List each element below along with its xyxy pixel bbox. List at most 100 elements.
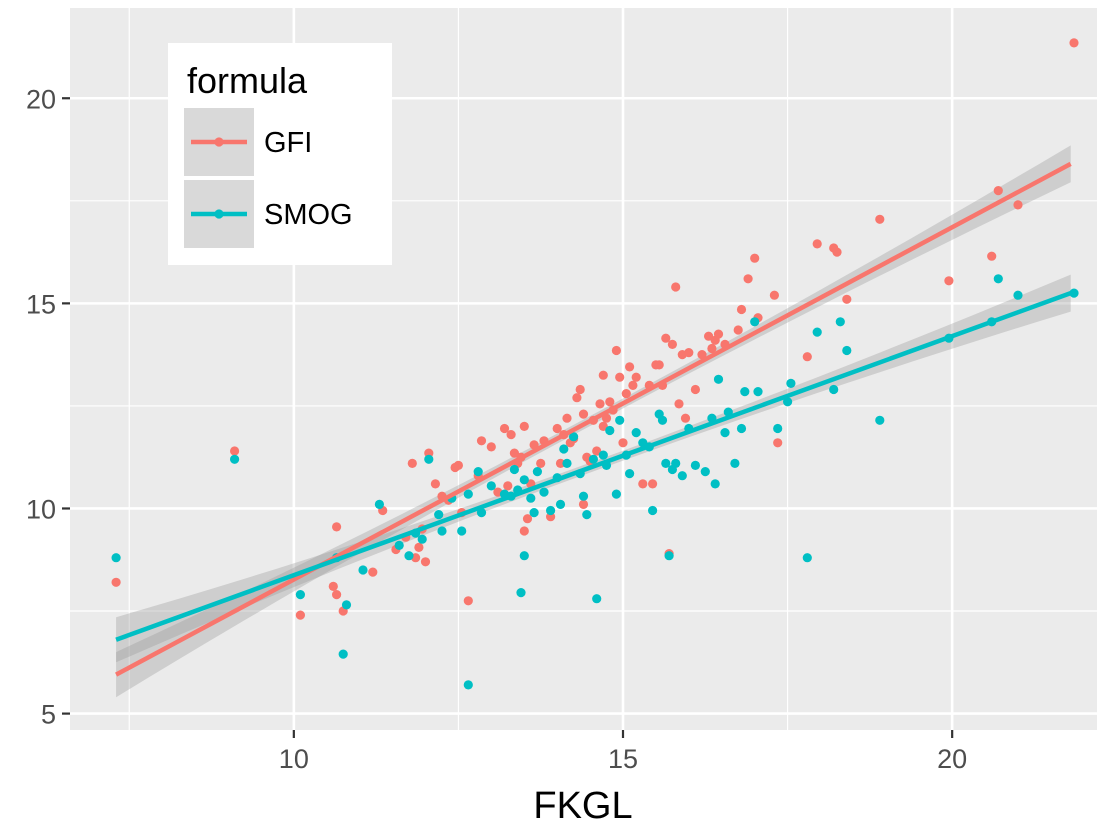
data-point-smog: [519, 551, 529, 561]
data-point-gfi: [332, 522, 342, 532]
data-point-gfi: [598, 370, 608, 380]
data-point-gfi: [743, 274, 753, 284]
data-point-gfi: [509, 448, 519, 458]
data-point-gfi: [680, 413, 691, 423]
data-point-smog: [463, 680, 473, 690]
data-point-smog: [783, 397, 793, 407]
data-point-gfi: [621, 389, 631, 399]
data-point-gfi: [631, 372, 641, 382]
data-point-gfi: [595, 399, 605, 409]
data-point-smog: [569, 432, 579, 442]
y-tick-label: 15: [26, 289, 56, 319]
data-point-smog: [341, 600, 352, 610]
data-point-gfi: [1069, 38, 1079, 48]
x-tick-label: 20: [937, 744, 967, 774]
data-point-gfi: [832, 247, 842, 257]
data-point-gfi: [769, 290, 780, 300]
data-point-smog: [773, 423, 783, 434]
data-point-gfi: [697, 350, 707, 360]
x-tick-label: 15: [608, 744, 638, 774]
data-point-smog: [526, 493, 536, 503]
data-point-gfi: [555, 458, 566, 468]
data-point-gfi: [230, 446, 240, 456]
data-point-smog: [555, 499, 566, 509]
data-point-smog: [875, 415, 885, 425]
data-point-smog: [404, 551, 414, 561]
y-tick-label: 10: [26, 494, 56, 524]
data-point-gfi: [552, 423, 562, 434]
data-point-smog: [394, 540, 404, 551]
data-point-smog: [786, 378, 796, 388]
data-point-gfi: [453, 460, 463, 470]
data-point-smog: [578, 491, 589, 501]
data-point-smog: [338, 649, 348, 659]
data-point-gfi: [625, 362, 635, 372]
data-point-gfi: [842, 294, 852, 304]
data-point-gfi: [802, 352, 812, 362]
data-point-gfi: [674, 399, 684, 409]
trend-lines: [115, 161, 1072, 677]
data-point-gfi: [572, 393, 582, 403]
x-axis-title: FKGL: [533, 785, 632, 827]
data-point-gfi: [463, 596, 473, 606]
legend-keys: GFI SMOG: [184, 108, 353, 248]
data-point-gfi: [420, 557, 431, 567]
data-point-smog: [588, 454, 599, 464]
legend-label-gfi: GFI: [264, 127, 312, 159]
data-point-smog: [720, 428, 730, 438]
data-point-smog: [532, 467, 543, 477]
axes: 10 15 20 5 10 15 20: [26, 84, 967, 774]
data-point-gfi: [592, 446, 602, 456]
data-point-smog: [611, 489, 622, 499]
data-point-smog: [835, 317, 845, 327]
data-point-smog: [476, 507, 487, 518]
data-point-smog: [546, 505, 556, 516]
data-point-smog: [1013, 290, 1023, 300]
data-point-gfi: [578, 499, 589, 509]
data-point-smog: [648, 505, 658, 516]
data-point-smog: [437, 526, 447, 536]
data-point-smog: [509, 464, 519, 475]
data-point-gfi: [578, 409, 589, 419]
legend-key-point-gfi: [214, 137, 224, 147]
data-point-smog: [625, 469, 635, 479]
legend-label-smog: SMOG: [264, 199, 353, 231]
data-point-smog: [417, 534, 427, 544]
data-point-gfi: [407, 458, 417, 468]
data-point-smog: [736, 423, 747, 434]
data-point-smog: [295, 590, 305, 600]
data-point-smog: [690, 460, 701, 470]
data-point-smog: [539, 487, 549, 497]
data-point-gfi: [1013, 200, 1023, 210]
data-point-smog: [230, 454, 240, 464]
data-point-smog: [516, 588, 526, 598]
data-point-gfi: [667, 339, 678, 349]
data-point-smog: [753, 387, 763, 397]
data-point-smog: [657, 415, 668, 425]
data-point-gfi: [519, 526, 529, 536]
data-point-smog: [671, 458, 681, 468]
data-point-gfi: [476, 436, 487, 446]
data-point-smog: [473, 467, 483, 477]
data-point-gfi: [332, 590, 342, 600]
data-point-gfi: [575, 384, 585, 395]
data-point-gfi: [993, 186, 1003, 196]
data-point-smog: [111, 553, 121, 563]
y-tick-label: 20: [26, 84, 56, 114]
data-point-smog: [605, 425, 615, 436]
data-point-smog: [615, 415, 625, 425]
data-point-smog: [730, 458, 740, 468]
data-point-smog: [700, 467, 710, 477]
data-point-gfi: [690, 384, 701, 395]
data-point-gfi: [506, 430, 516, 440]
data-point-gfi: [812, 239, 822, 249]
data-point-gfi: [430, 479, 440, 489]
data-point-smog: [374, 499, 384, 509]
data-point-smog: [598, 450, 608, 460]
legend-key-point-smog: [214, 209, 224, 219]
data-point-gfi: [562, 413, 572, 423]
data-point-gfi: [684, 348, 694, 358]
data-point-gfi: [987, 251, 997, 261]
data-point-gfi: [414, 542, 424, 553]
data-point-smog: [582, 509, 592, 520]
